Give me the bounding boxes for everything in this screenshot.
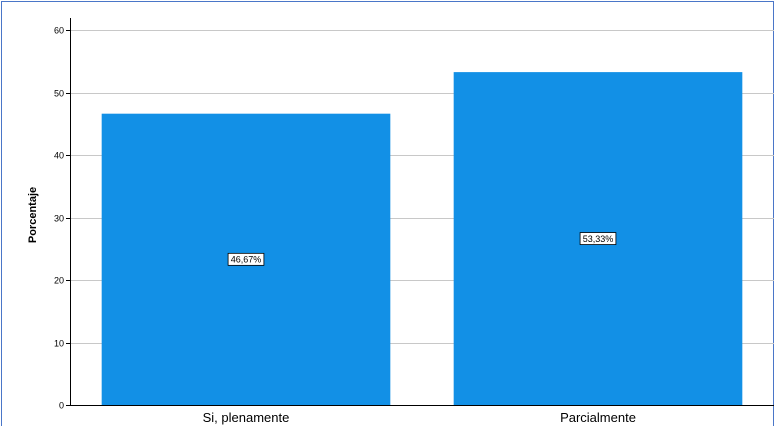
x-category-label: Parcialmente — [560, 410, 636, 425]
y-tick-label: 10 — [54, 339, 64, 349]
y-tick-label: 40 — [54, 151, 64, 161]
data-label-box — [579, 232, 617, 245]
y-tick-label: 20 — [54, 276, 64, 286]
y-tick-label: 50 — [54, 89, 64, 99]
data-labels: 46,67% 53,33% — [227, 232, 617, 266]
y-axis-title: Porcentaje — [27, 187, 39, 243]
y-tick-label: 0 — [59, 401, 64, 411]
x-category-label: Si, plenamente — [203, 410, 290, 425]
y-axis: 0 10 20 30 40 50 60 — [54, 18, 774, 411]
y-tick-label: 30 — [54, 214, 64, 224]
data-label-box — [227, 252, 265, 266]
bars — [101, 72, 743, 405]
y-tick-label: 60 — [54, 26, 64, 36]
data-label: 46,67% — [231, 255, 262, 265]
data-label: 53,33% — [583, 234, 614, 244]
x-axis-labels: Si, plenamente Parcialmente — [203, 410, 636, 425]
